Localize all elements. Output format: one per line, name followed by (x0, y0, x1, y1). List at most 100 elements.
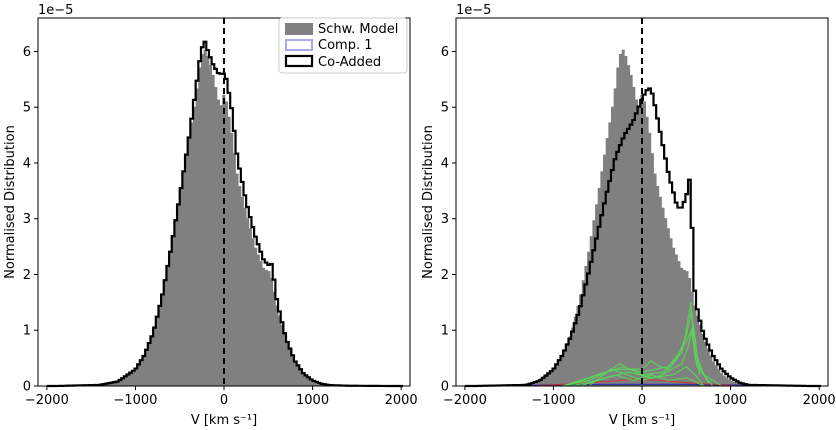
right-series-schw-model-bar (688, 277, 692, 386)
left-y-tick-label: 0 (23, 380, 31, 395)
right-series-component-6 (566, 328, 714, 387)
left-series-schw-model-bar (246, 218, 250, 386)
right-series-schw-model-bar (666, 228, 670, 386)
left-series-schw-model-bar (254, 247, 258, 386)
left-series-schw-model-bar (174, 220, 178, 386)
right-series-schw-model-bar (648, 132, 652, 386)
left-series-schw-model-bar (193, 106, 197, 386)
right-series-schw-model-bar (536, 380, 540, 386)
right-series-schw-model (480, 49, 785, 387)
left-series-schw-model-bar (230, 132, 234, 386)
left-series-schw-model-bar (179, 188, 183, 386)
left-series-schw-model-bar (240, 196, 244, 386)
right-series-schw-model-bar (587, 251, 591, 386)
right-series-schw-model-bar (632, 87, 636, 386)
right-series-schw-model-bar (704, 341, 708, 386)
left-series-schw-model-bar (208, 65, 212, 386)
right-x-tick-label: −1000 (531, 393, 575, 408)
right-series-schw-model-bar (629, 74, 633, 387)
right-series-schw-model-bar (592, 220, 596, 386)
right-series-schw-model-bar (725, 377, 729, 386)
left-offset-label: 1e−5 (38, 3, 73, 18)
left-series-schw-model-bar (206, 55, 210, 386)
left-series-schw-model-bar (158, 305, 162, 386)
right-series-schw-model-bar (656, 185, 660, 386)
legend-label-schw-model: Schw. Model (318, 22, 398, 37)
left-y-tick-label: 2 (23, 268, 31, 283)
left-series-schw-model-bar (150, 336, 154, 386)
left-series-schw-model-bar (256, 254, 260, 386)
left-series-schw-model-bar (232, 153, 236, 386)
left-series-schw-model-bar (278, 315, 282, 386)
left-x-tick-label: −2000 (25, 393, 69, 408)
right-series-schw-model-bar (573, 316, 577, 386)
right-series-schw-model-bar (727, 379, 731, 386)
right-y-tick-label: 0 (441, 380, 449, 395)
left-series-schw-model-bar (304, 375, 308, 386)
right-series-component-8 (571, 374, 705, 387)
left-series-schw-model-bar (317, 382, 321, 386)
right-axis-ticks: −2000 −1000 0 1000 2000 0 1 2 3 4 5 6 (441, 45, 836, 408)
right-series-schw-model-bar (637, 105, 641, 387)
left-series-schw-model-bar (312, 380, 316, 386)
right-x-tick-label: −2000 (443, 393, 487, 408)
left-series-schw-model-bar (190, 122, 194, 387)
left-series-schw-model-bar (121, 378, 125, 386)
left-series-schw-model-bar (139, 360, 143, 386)
left-series-schw-model-bar (177, 204, 181, 386)
left-x-axis-label: V [km s⁻¹] (191, 413, 257, 428)
right-series-schw-model-bar (597, 188, 601, 386)
right-series-schw-model-bar (682, 269, 686, 386)
left-series-schw-model-bar (134, 368, 138, 386)
right-series-schw-model-bar (735, 382, 739, 386)
right-series-schw-model-bar (669, 238, 673, 386)
left-y-tick-label: 5 (23, 101, 31, 116)
right-series-schw-model-bar (541, 376, 545, 386)
left-series-schw-model-bar (115, 381, 119, 386)
left-series-schw-model-bar (219, 105, 223, 387)
left-series-schw-model-bar (288, 348, 292, 386)
left-series-schw-model-bar (161, 294, 165, 386)
left-x-tick-label: 2000 (385, 393, 418, 408)
left-series-schw-model-bar (145, 349, 149, 386)
left-series-schw-model-bar (224, 101, 228, 387)
left-series-schw-model-bar (110, 382, 114, 386)
left-series-schw-model-bar (270, 277, 274, 386)
left-series-schw-model-bar (113, 382, 117, 386)
left-series-schw-model-bar (243, 207, 247, 386)
right-series-schw-model-bar (533, 381, 537, 386)
left-axis-ticks: −2000 −1000 0 1000 2000 0 1 2 3 4 5 6 (23, 45, 418, 408)
left-series-schw-model-bar (296, 365, 300, 386)
right-series-schw-model-bar (621, 49, 625, 387)
right-series-schw-model-bar (730, 380, 734, 386)
left-series-schw-model-bar (238, 185, 242, 386)
left-series-schw-model-bar (185, 154, 189, 386)
left-series-schw-model-bar (275, 305, 279, 386)
right-panel: −2000 −1000 0 1000 2000 0 1 2 3 4 5 6 1e−5 V [km s⁻… (421, 3, 836, 428)
left-series-schw-model-bar (163, 280, 167, 386)
left-series-schw-model-bar (293, 361, 298, 386)
left-series-schw-model-bar (214, 87, 218, 386)
right-y-tick-label: 6 (441, 45, 449, 60)
left-y-axis-label: Normalised Distribution (3, 125, 18, 279)
right-series-schw-model-bar (568, 336, 572, 386)
left-series-schw-model-bar (131, 370, 135, 386)
right-series-schw-model-bar (711, 361, 716, 386)
right-series-schw-model-bar (658, 196, 662, 386)
right-series-schw-model-bar (719, 373, 723, 386)
right-y-tick-label: 1 (441, 324, 449, 339)
right-series-schw-model-bar (624, 55, 628, 386)
left-series-schw-model-bar (272, 291, 276, 386)
legend-label-co-added: Co-Added (318, 55, 381, 70)
right-series-schw-model-bar (531, 382, 535, 386)
left-y-tick-label: 3 (23, 212, 31, 227)
right-series-schw-model-bar (611, 106, 615, 386)
left-series-schw-model-bar (137, 364, 141, 386)
left-series-schw-model (62, 49, 367, 387)
right-series-schw-model-bar (690, 291, 694, 386)
legend-swatch-comp-1 (285, 39, 313, 51)
left-series-schw-model-bar (171, 236, 175, 386)
right-series-schw-model-bar (581, 280, 585, 386)
right-series-schw-model-bar (714, 365, 718, 386)
